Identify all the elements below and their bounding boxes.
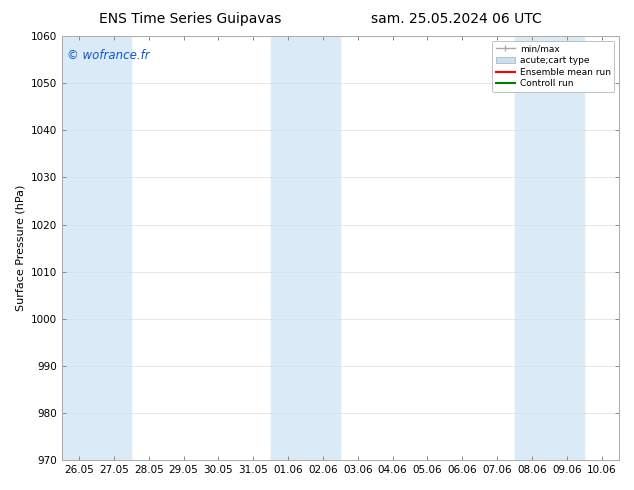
Bar <box>61 36 131 460</box>
Text: sam. 25.05.2024 06 UTC: sam. 25.05.2024 06 UTC <box>371 12 542 26</box>
Y-axis label: Surface Pressure (hPa): Surface Pressure (hPa) <box>15 185 25 311</box>
Text: © wofrance.fr: © wofrance.fr <box>67 49 150 62</box>
Text: ENS Time Series Guipavas: ENS Time Series Guipavas <box>99 12 281 26</box>
Bar <box>515 36 584 460</box>
Legend: min/max, acute;cart type, Ensemble mean run, Controll run: min/max, acute;cart type, Ensemble mean … <box>492 41 614 92</box>
Bar <box>271 36 340 460</box>
